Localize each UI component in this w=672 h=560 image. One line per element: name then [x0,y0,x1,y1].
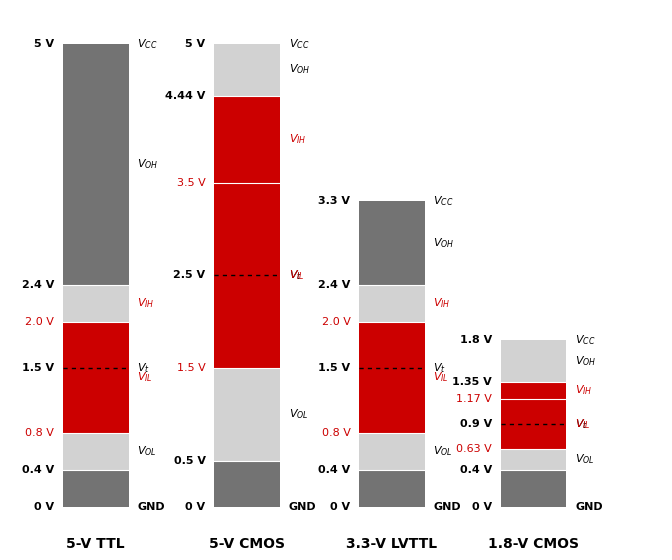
Text: 0.9 V: 0.9 V [460,419,492,428]
Bar [501,449,566,470]
Text: 1.5 V: 1.5 V [22,363,54,373]
Text: 1.8-V CMOS: 1.8-V CMOS [488,537,579,551]
Text: $V_t$: $V_t$ [433,361,446,375]
Bar [359,201,425,284]
Text: 0.4 V: 0.4 V [22,465,54,475]
Text: 0 V: 0 V [472,502,492,512]
Text: 0.8 V: 0.8 V [322,428,351,438]
Bar [359,284,425,321]
Text: GND: GND [137,502,165,512]
Text: $V_{OH}$: $V_{OH}$ [575,354,597,368]
Text: $V_{CC}$: $V_{CC}$ [433,194,454,208]
Text: $V_{OL}$: $V_{OL}$ [575,452,595,466]
Text: 1.8 V: 1.8 V [460,335,492,346]
Text: $V_{OL}$: $V_{OL}$ [433,445,453,459]
Bar [359,433,425,470]
Text: 0.63 V: 0.63 V [456,444,492,454]
Text: $V_{CC}$: $V_{CC}$ [575,333,595,347]
Bar [214,461,280,507]
Bar [359,321,425,433]
Text: 1.35 V: 1.35 V [452,377,492,387]
Text: $V_{OH}$: $V_{OH}$ [137,157,159,171]
Text: 0.4 V: 0.4 V [319,465,351,475]
Text: 5-V CMOS: 5-V CMOS [209,537,285,551]
Text: 0 V: 0 V [185,502,206,512]
Bar [214,368,280,461]
Text: $V_{OL}$: $V_{OL}$ [137,445,157,459]
Text: 2.0 V: 2.0 V [322,317,351,326]
Text: $V_{IH}$: $V_{IH}$ [575,384,593,397]
Text: 0.4 V: 0.4 V [460,465,492,475]
Text: GND: GND [433,502,461,512]
Text: 4.44 V: 4.44 V [165,91,206,101]
Text: 2.4 V: 2.4 V [318,279,351,290]
Bar [62,321,128,433]
Bar [501,470,566,507]
Text: 0.8 V: 0.8 V [26,428,54,438]
Text: 5-V TTL: 5-V TTL [67,537,125,551]
Bar [214,96,280,183]
Text: $V_{IL}$: $V_{IL}$ [433,370,450,384]
Bar [62,44,128,284]
Text: 5 V: 5 V [185,39,206,49]
Text: 3.5 V: 3.5 V [177,178,206,188]
Text: $V_{IH}$: $V_{IH}$ [137,296,155,310]
Text: 0 V: 0 V [34,502,54,512]
Text: $V_{IH}$: $V_{IH}$ [288,132,306,146]
Text: $V_{IL}$: $V_{IL}$ [137,370,153,384]
Text: GND: GND [575,502,603,512]
Text: 5 V: 5 V [34,39,54,49]
Text: 0.5 V: 0.5 V [173,456,206,466]
Text: GND: GND [288,502,317,512]
Text: $V_{CC}$: $V_{CC}$ [288,37,309,50]
Text: 3.3 V: 3.3 V [319,196,351,206]
Bar [501,340,566,382]
Text: $V_t$: $V_t$ [575,417,588,431]
Text: $V_{IL}$: $V_{IL}$ [288,268,304,282]
Text: 0 V: 0 V [331,502,351,512]
Text: $V_{OH}$: $V_{OH}$ [433,236,455,250]
Text: 1.5 V: 1.5 V [319,363,351,373]
Text: 3.3-V LVTTL: 3.3-V LVTTL [346,537,437,551]
Text: $V_{IH}$: $V_{IH}$ [433,296,451,310]
Text: 1.5 V: 1.5 V [177,363,206,373]
Text: $V_{OL}$: $V_{OL}$ [288,408,308,421]
Text: 2.4 V: 2.4 V [22,279,54,290]
Bar [214,44,280,96]
Bar [501,382,566,399]
Text: $V_{CC}$: $V_{CC}$ [137,37,157,50]
Bar [501,399,566,449]
Text: 2.5 V: 2.5 V [173,270,206,281]
Bar [214,183,280,368]
Text: $V_{IL}$: $V_{IL}$ [575,417,591,431]
Text: $V_{OH}$: $V_{OH}$ [288,63,310,77]
Bar [62,470,128,507]
Bar [359,470,425,507]
Bar [62,433,128,470]
Text: $V_t$: $V_t$ [137,361,150,375]
Text: $V_t$: $V_t$ [288,268,302,282]
Bar [62,284,128,321]
Text: 2.0 V: 2.0 V [26,317,54,326]
Text: 1.17 V: 1.17 V [456,394,492,404]
